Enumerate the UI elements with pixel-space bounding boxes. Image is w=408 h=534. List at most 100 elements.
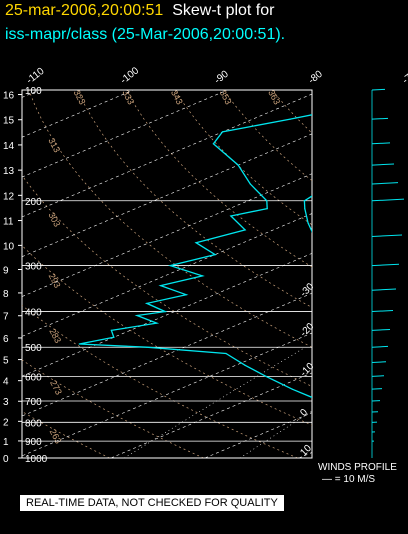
dewpoint-point-12 [225,352,227,355]
dewpoint-point-27 [244,229,246,231]
dewpoint-point-16 [110,329,112,331]
mixing-ratio-15 [394,347,408,458]
altitude-label-0: 0 [3,454,9,465]
dewpoint-point-36 [360,105,361,106]
dewpoint-point-4 [326,422,327,423]
dry-adiabat-label-293: 293 [47,272,63,290]
pressure-label-1000: 1000 [25,454,48,465]
dry-adiabat-323 [77,90,312,308]
wind-vector-12 [371,263,400,267]
isotherm--90 [22,90,228,178]
wind-vector-6 [371,375,385,377]
temperature-point-16 [331,280,332,281]
temperature-point-7 [364,362,365,363]
plot-frame [21,89,313,459]
pressure-label-500: 500 [25,343,42,354]
temperature-point-18 [318,254,319,255]
isotherm--50 [22,213,312,337]
mixing-ratio-lines [124,346,408,458]
dewpoint-point-23 [201,275,203,277]
temperature-point-4 [386,400,387,401]
temperature-point-24 [356,174,357,175]
dry-adiabat-label-343: 343 [169,88,185,106]
altitude-label-4: 4 [3,377,9,388]
isotherm-0 [204,412,312,458]
isotherm--80 [22,93,312,218]
mixing-ratio-5 [239,410,312,458]
altitude-label-12: 12 [3,191,15,202]
temp-top-label--100: -100 [119,65,142,86]
winds-scale-label: — = 10 M/S [322,474,376,485]
isotherm-20 [393,90,408,458]
dewpoint-point-33 [212,143,214,145]
pressure-label-700: 700 [25,397,42,408]
temperature-point-3 [398,411,399,412]
dewpoint-point-24 [169,265,171,267]
dewpoint-point-26 [195,242,197,244]
dewpoint-point-37 [396,89,397,90]
dewpoint-point-10 [265,375,267,377]
temp-top-label--80: -80 [307,69,326,87]
temperature-point-14 [344,299,345,300]
dewpoint-point-14 [78,343,80,345]
wind-vector-14 [371,198,405,202]
temperature-point-6 [369,376,370,377]
dewpoint-point-17 [156,322,158,324]
altitude-label-8: 8 [3,289,9,300]
dewpoint-point-0 [347,437,348,438]
dry-adiabat-313 [28,90,312,348]
title-suffix: Skew-t plot for [172,2,275,19]
wind-vector-8 [371,345,389,348]
isobars [22,89,312,459]
wind-vector-11 [371,288,397,291]
dewpoint-point-34 [221,131,224,133]
isotherm--40 [22,253,312,377]
dewpoint-point-9 [291,388,293,390]
isotherm--30 [22,292,312,417]
temperature-point-12 [362,319,363,320]
winds-profile-label: WINDS PROFILE [318,462,397,473]
dry-adiabat-label-383: 383 [364,88,380,106]
dewpoint-point-1 [337,433,338,434]
altitude-label-16: 16 [3,91,15,102]
temp-top-label--90: -90 [213,69,232,87]
wind-vector-7 [371,361,387,363]
title-timestamp: 25-mar-2006,20:00:51 [5,2,164,19]
temperature-point-11 [365,330,366,331]
dewpoint-point-28 [230,215,232,217]
dewpoint-point-8 [320,400,321,401]
dry-adiabat-283 [22,304,298,458]
quality-disclaimer: REAL-TIME DATA, NOT CHECKED FOR QUALITY [20,495,284,511]
altitude-label-15: 15 [3,116,15,127]
dewpoint-point-22 [160,285,162,287]
dry-adiabat-label-353: 353 [218,88,234,106]
dewpoint-point-35 [289,118,291,120]
pressure-label-200: 200 [25,197,42,208]
dry-adiabat-label-273: 273 [48,379,64,397]
dewpoint-point-6 [327,414,328,415]
wind-vector-16 [371,163,395,166]
mixing-ratio-2 [124,346,306,458]
temperature-point-8 [374,350,375,351]
wind-vector-19 [371,88,386,91]
temperature-point-15 [337,290,338,291]
pressure-label-900: 900 [25,437,42,448]
dry-adiabat-label-283: 283 [47,327,63,345]
altitude-label-1: 1 [3,437,9,448]
dewpoint-point-15 [113,336,115,338]
dry-adiabat-label-263: 263 [48,427,64,445]
wind-vector-15 [371,182,399,185]
isotherm--60 [22,173,312,297]
dewpoint-point-21 [185,294,187,296]
temp-right-label--20: -20 [298,321,316,339]
isotherm-10 [298,452,312,458]
altitude-label-7: 7 [3,312,9,323]
wind-profile [371,88,405,458]
dry-adiabat-label-303: 303 [46,211,62,229]
dry-adiabat-343 [174,90,312,226]
dewpoint-point-29 [266,208,268,210]
dewpoint-point-31 [249,183,251,185]
dry-adiabat-label-313: 313 [46,136,62,154]
wind-vector-13 [371,234,403,237]
dry-adiabat-373 [321,90,408,458]
